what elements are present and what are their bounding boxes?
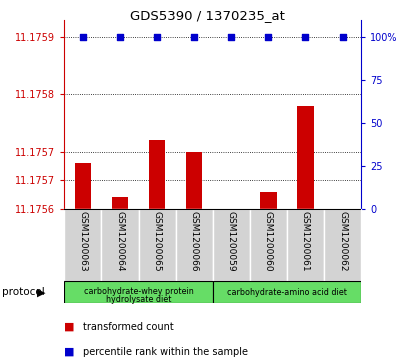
Point [80, 34, 86, 40]
Text: GSM1200059: GSM1200059 [227, 211, 236, 272]
Bar [260, 192, 277, 209]
Bar [75, 163, 91, 209]
Text: GSM1200060: GSM1200060 [264, 211, 273, 272]
Point [117, 34, 123, 40]
Bar [112, 197, 128, 209]
Bar [139, 209, 176, 281]
Bar [149, 140, 166, 209]
Bar [213, 209, 250, 281]
Text: GSM1200066: GSM1200066 [190, 211, 199, 272]
Bar [223, 209, 239, 232]
Bar [297, 106, 314, 209]
Text: GSM1200061: GSM1200061 [301, 211, 310, 272]
Text: GDS5390 / 1370235_at: GDS5390 / 1370235_at [130, 9, 285, 22]
Bar [64, 209, 101, 281]
Text: hydrolysate diet: hydrolysate diet [106, 295, 171, 304]
Bar [176, 209, 213, 281]
Point [339, 34, 346, 40]
Point [191, 34, 198, 40]
Text: GSM1200062: GSM1200062 [338, 211, 347, 272]
Bar [334, 209, 351, 226]
Point [302, 34, 309, 40]
Bar [64, 281, 213, 303]
Text: carbohydrate-whey protein: carbohydrate-whey protein [84, 287, 193, 295]
Text: transformed count: transformed count [83, 322, 174, 332]
Text: protocol: protocol [2, 287, 45, 297]
Bar [186, 151, 203, 209]
Text: percentile rank within the sample: percentile rank within the sample [83, 347, 248, 357]
Text: GSM1200064: GSM1200064 [115, 211, 124, 272]
Point [265, 34, 272, 40]
Text: ■: ■ [64, 347, 75, 357]
Text: GSM1200065: GSM1200065 [153, 211, 161, 272]
Text: carbohydrate-amino acid diet: carbohydrate-amino acid diet [227, 288, 347, 297]
Bar [101, 209, 139, 281]
Text: ■: ■ [64, 322, 75, 332]
Text: ▶: ▶ [37, 287, 46, 297]
Point [154, 34, 160, 40]
Text: GSM1200063: GSM1200063 [78, 211, 88, 272]
Bar [287, 209, 324, 281]
Bar [213, 281, 361, 303]
Bar [324, 209, 361, 281]
Point [228, 34, 234, 40]
Bar [250, 209, 287, 281]
